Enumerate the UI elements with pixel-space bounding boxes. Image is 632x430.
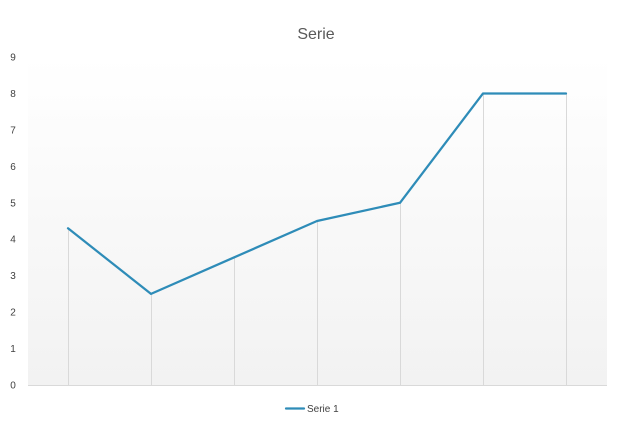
y-tick-label-2: 2 <box>10 308 16 319</box>
y-tick-label-9: 9 <box>10 53 16 64</box>
y-tick-label-6: 6 <box>10 162 16 173</box>
y-tick-label-0: 0 <box>10 381 16 392</box>
y-tick-label-4: 4 <box>10 235 16 246</box>
legend-label-serie-1: Serie 1 <box>307 404 339 415</box>
y-tick-label-3: 3 <box>10 271 16 282</box>
chart-title: Serie <box>297 26 334 43</box>
legend: Serie 1 <box>284 404 339 415</box>
y-tick-label-8: 8 <box>10 89 16 100</box>
series-points <box>67 93 567 294</box>
y-tick-label-5: 5 <box>10 198 16 209</box>
y-axis-tick-labels: 0 1 2 3 4 5 6 7 8 9 <box>10 53 16 392</box>
y-tick-label-1: 1 <box>10 344 16 355</box>
y-tick-label-7: 7 <box>10 125 16 136</box>
drop-lines <box>68 93 567 385</box>
